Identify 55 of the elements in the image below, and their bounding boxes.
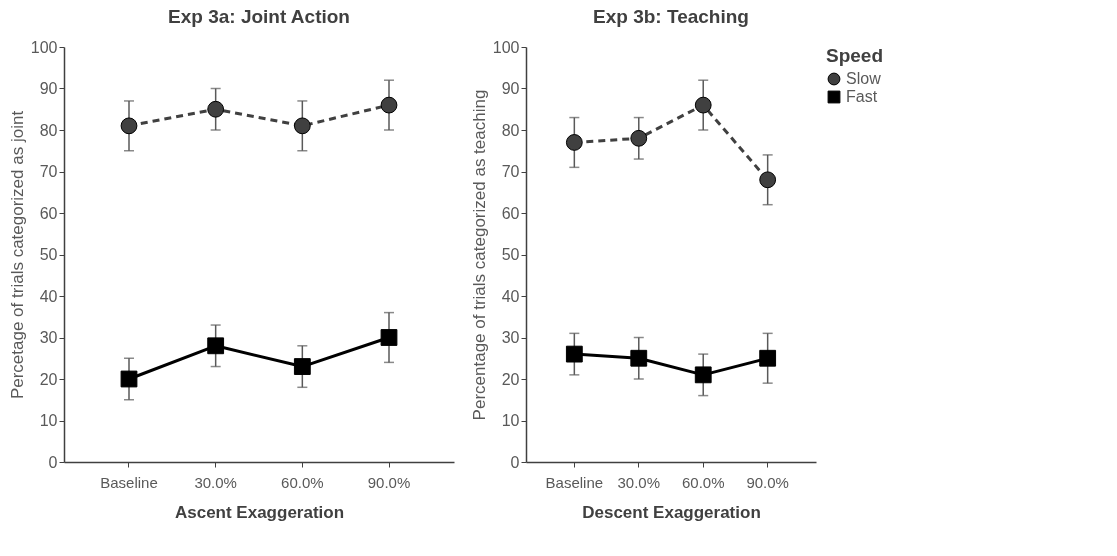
y-tick-label: 90 (501, 80, 520, 97)
x-tick-label: 60.0% (281, 473, 324, 491)
y-tick-label: 90 (39, 80, 58, 97)
y-tick-label: 50 (39, 246, 58, 263)
x-tick-label: Baseline (100, 473, 158, 491)
y-tick-label: 0 (510, 453, 520, 471)
point (694, 366, 712, 384)
y-tick-label: 80 (501, 121, 520, 139)
y-tick-label: 60 (501, 204, 520, 222)
point (630, 129, 648, 147)
y-tick-label: 100 (30, 38, 58, 56)
point (565, 134, 583, 151)
chart-title: Exp 3b: Teaching (593, 6, 749, 27)
y-tick-label: 100 (492, 38, 520, 56)
x-axis-title: Descent Exaggeration (582, 502, 761, 522)
legend-title: Speed (826, 45, 884, 66)
point (293, 117, 311, 135)
y-tick-label: 0 (48, 453, 58, 471)
legend-label: Slow (846, 70, 882, 87)
y-axis-title: Percetage of trials categorized as joint (7, 110, 27, 400)
point (759, 171, 777, 189)
point (380, 329, 398, 346)
x-tick-label: 90.0% (367, 473, 411, 491)
y-tick-label: 30 (39, 329, 58, 346)
y-tick-label: 70 (501, 163, 520, 180)
x-tick-label: 60.0% (681, 473, 725, 491)
legend-label: Fast (846, 88, 878, 105)
y-tick-label: 20 (501, 370, 520, 388)
y-tick-label: 40 (39, 287, 58, 305)
point (293, 358, 311, 375)
x-tick-label: 30.0% (617, 473, 661, 491)
point (207, 100, 225, 118)
y-tick-label: 50 (501, 246, 520, 263)
y-tick-label: 60 (39, 204, 58, 222)
point (630, 349, 648, 367)
point (694, 96, 712, 114)
y-tick-label: 40 (501, 287, 520, 305)
point (380, 96, 398, 114)
x-tick-label: Baseline (545, 473, 604, 491)
point (120, 370, 138, 388)
y-axis-title: Percentage of trials categorized as teaching (469, 89, 489, 421)
point (759, 349, 777, 367)
point (120, 117, 138, 135)
y-tick-label: 10 (39, 412, 58, 429)
x-tick-label: 30.0% (194, 473, 237, 491)
y-tick-label: 80 (39, 121, 58, 139)
x-tick-label: 90.0% (746, 473, 789, 491)
y-tick-label: 70 (39, 163, 58, 180)
y-tick-label: 10 (501, 412, 520, 429)
y-tick-label: 30 (501, 329, 520, 346)
x-axis-title: Ascent Exaggeration (174, 502, 345, 522)
y-tick-label: 20 (39, 370, 58, 388)
point (565, 345, 583, 363)
point (207, 337, 225, 355)
chart-title: Exp 3a: Joint Action (168, 6, 350, 27)
